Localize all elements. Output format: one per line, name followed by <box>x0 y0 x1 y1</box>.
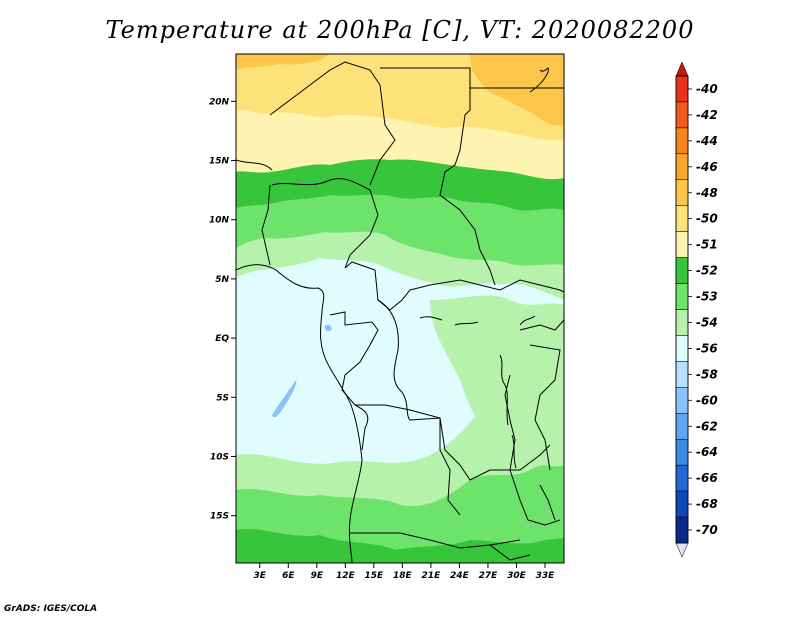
colorbar-label: -40 <box>696 82 718 96</box>
lat-tick-label: 10S <box>210 452 229 462</box>
colorbar-swatch <box>675 257 689 284</box>
lon-tick-label: 15E <box>365 571 385 581</box>
colorbar-label: -46 <box>696 160 718 174</box>
colorbar-label: -66 <box>696 471 718 485</box>
colorbar-swatch <box>675 413 689 440</box>
lon-tick-label: 6E <box>282 571 295 581</box>
colorbar-label: -51 <box>696 238 718 252</box>
field-water-patch <box>272 380 297 418</box>
colorbar-swatch <box>675 438 689 466</box>
lat-tick-label: 10N <box>209 216 230 226</box>
field-gold-west <box>236 54 330 70</box>
lon-tick-label: 3E <box>254 571 267 581</box>
colorbar-swatch <box>675 387 689 414</box>
lat-tick-label: 5S <box>216 393 229 403</box>
colorbar-label: -54 <box>696 315 718 329</box>
lat-tick-label: EQ <box>215 334 229 344</box>
lon-tick-label: 18E <box>393 571 413 581</box>
colorbar-frame <box>675 75 689 544</box>
colorbar-label: -68 <box>696 497 718 511</box>
colorbar-label: -44 <box>696 134 718 148</box>
colorbar: -40 -42 -44 -46 -48 -50 -51 -52 -53 -54 -56 -58 -60 -… <box>675 61 718 558</box>
colorbar-label: -58 <box>696 367 718 381</box>
colorbar-label: -60 <box>696 393 718 407</box>
colorbar-swatch <box>675 101 689 129</box>
colorbar-label: -50 <box>696 212 718 226</box>
grads-credit: GrADS: IGES/COLA <box>4 604 98 614</box>
field-gold-east <box>470 54 564 126</box>
colorbar-label: -70 <box>696 523 718 537</box>
lon-tick-label: 9E <box>311 571 324 581</box>
lon-tick-label: 24E <box>450 571 470 581</box>
field-lightgreen-east <box>430 295 564 450</box>
colorbar-swatch <box>675 179 689 206</box>
lat-tick-label: 20N <box>209 97 230 107</box>
colorbar-swatch <box>675 75 689 103</box>
latitude-axis: 20N 15N 10N 5N EQ 5S 10S 15S <box>209 97 236 522</box>
colorbar-swatch <box>675 153 689 181</box>
colorbar-swatch <box>675 127 689 155</box>
colorbar-label: -53 <box>696 290 718 304</box>
colorbar-swatch <box>675 205 689 232</box>
colorbar-swatch <box>675 361 689 388</box>
colorbar-swatch <box>675 309 689 336</box>
lat-tick-label: 5N <box>215 275 229 285</box>
colorbar-swatch <box>675 490 689 518</box>
country-borders <box>236 61 564 563</box>
map-title: Temperature at 200hPa [C], VT: 202008220… <box>105 16 695 44</box>
lon-tick-label: 12E <box>336 571 356 581</box>
lon-tick-label: 30E <box>507 571 527 581</box>
lon-tick-label: 21E <box>422 571 442 581</box>
field-water-patch-2 <box>324 324 332 332</box>
lat-tick-label: 15N <box>209 157 230 167</box>
colorbar-label: -64 <box>696 445 718 459</box>
colorbar-high-end-triangle <box>675 61 689 77</box>
colorbar-swatch <box>675 283 689 310</box>
temperature-field <box>236 54 564 563</box>
colorbar-swatch <box>675 231 689 258</box>
colorbar-swatch <box>675 335 689 362</box>
lat-tick-label: 15S <box>210 512 229 522</box>
lon-tick-label: 33E <box>536 571 556 581</box>
colorbar-label: -62 <box>696 419 718 433</box>
colorbar-swatch <box>675 516 689 544</box>
colorbar-swatch <box>675 464 689 492</box>
colorbar-low-end-triangle <box>675 542 689 558</box>
colorbar-label: -48 <box>696 186 718 200</box>
colorbar-label: -42 <box>696 108 718 122</box>
lon-tick-label: 27E <box>479 571 499 581</box>
field-darkgreen-south <box>236 528 564 563</box>
longitude-axis: 3E 6E 9E 12E 15E 18E 21E 24E 27E 30E 33E <box>254 563 556 581</box>
colorbar-label: -56 <box>696 341 718 355</box>
map-frame <box>235 53 565 564</box>
colorbar-label: -52 <box>696 264 718 278</box>
